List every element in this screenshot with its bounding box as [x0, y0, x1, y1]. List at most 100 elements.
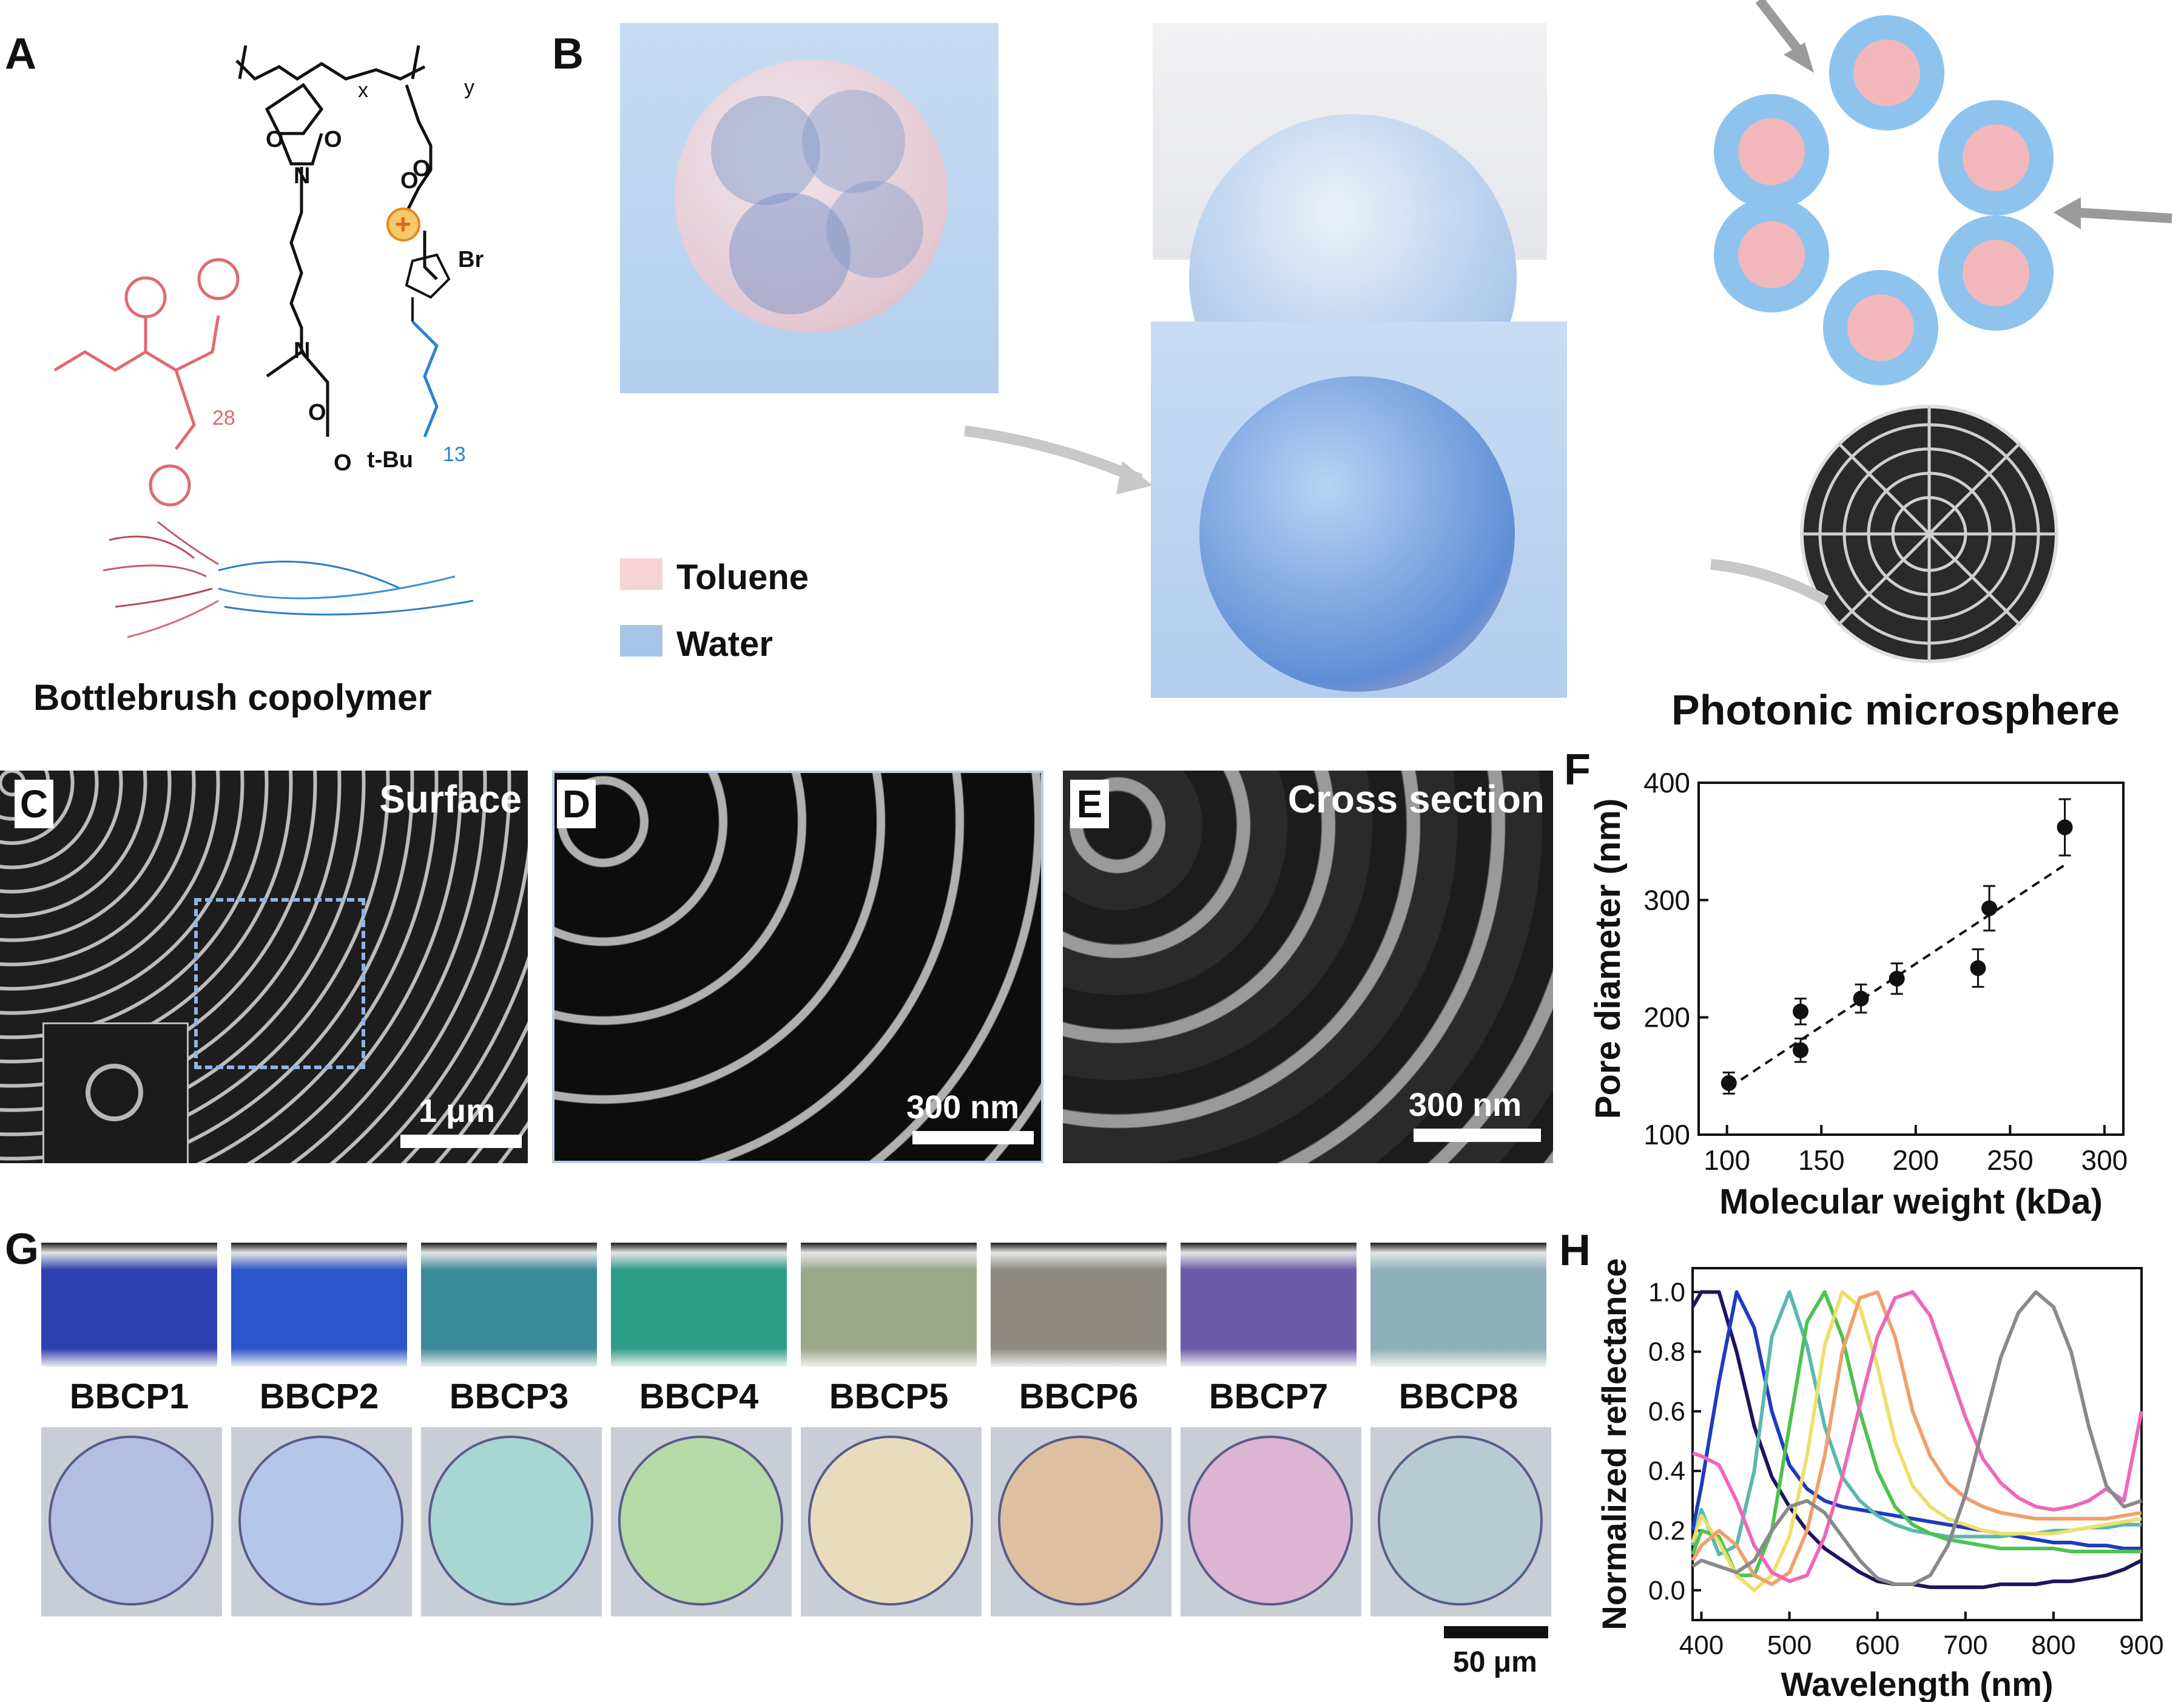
panel-label-g: G [5, 1225, 39, 1274]
chart-h-ylabel: Normalized reflectance [1595, 1258, 1633, 1630]
vial-image [41, 1243, 217, 1367]
arrow-1-icon [963, 425, 1153, 495]
emulsion-droplet-illustration [620, 23, 999, 393]
panel-label-a: A [5, 30, 36, 78]
scale-text-d: 300 nm [906, 1089, 1020, 1126]
tbu-group: t-Bu [367, 447, 413, 473]
microsphere [998, 1436, 1163, 1606]
chart-f-ylabel: Pore diameter (nm) [1588, 799, 1628, 1119]
panel-label-c: C [15, 780, 53, 828]
chart-h-ytick-label: 0.8 [1648, 1337, 1685, 1367]
chart-f-ytick-label: 100 [1643, 1119, 1690, 1150]
chart-h-xtick-label: 600 [1855, 1630, 1899, 1660]
cross-section-label: Cross section [1287, 777, 1545, 821]
chart-f-ytick-label: 300 [1643, 884, 1690, 916]
subscript-y: y [464, 76, 474, 99]
panel-label-d: D [557, 780, 596, 828]
vial-image [801, 1243, 977, 1367]
sample-label: BBCP4 [639, 1377, 759, 1416]
chart-f: 100 150 200 250 300 100 200 300 400 Molecular we… [1588, 767, 2128, 1221]
scale-text-g: 50 μm [1453, 1646, 1537, 1678]
chart-h-xtick-label: 700 [1943, 1630, 1987, 1660]
chart-f-point [2057, 819, 2073, 836]
bottlebrush-caption: Bottlebrush copolymer [33, 677, 432, 718]
legend-water: Water [676, 624, 773, 664]
chart-h-xtick-label: 900 [2119, 1630, 2163, 1660]
photonic-microsphere-illustration [1710, 0, 2172, 663]
chart-h-frame [1691, 1267, 2143, 1621]
chart-h-series-8 [1691, 1290, 2142, 1587]
svg-text:O: O [400, 168, 419, 194]
chart-h-ytick-label: 1.0 [1648, 1277, 1685, 1307]
svg-text:O: O [413, 156, 431, 181]
microsphere [808, 1436, 973, 1606]
chart-f-point [1970, 960, 1986, 976]
chart-f-fit-line [1728, 863, 2066, 1089]
water-swatch [620, 625, 662, 657]
zoom-region-box [194, 898, 365, 1069]
svg-text:N: N [294, 163, 310, 189]
sample-label: BBCP3 [449, 1377, 569, 1416]
chart-f-xtick-label: 250 [1987, 1144, 2034, 1176]
chart-f-point [1889, 970, 1905, 987]
subscript-13: 13 [443, 443, 466, 466]
panel-label-f: F [1564, 746, 1591, 794]
interface-zoom-illustration [1153, 23, 1547, 442]
vial-image [231, 1243, 407, 1367]
chart-h-series-6 [1691, 1290, 2142, 1587]
photonic-caption: Photonic microsphere [1671, 686, 2120, 734]
microsphere [1378, 1436, 1543, 1606]
cation-charge-icon [386, 208, 420, 241]
scale-text-c: 1 μm [419, 1093, 496, 1129]
chart-f-xlabel: Molecular weight (kDa) [1719, 1182, 2103, 1221]
surface-label: Surface [379, 777, 522, 821]
chart-h-xtick-label: 400 [1679, 1630, 1724, 1660]
scale-bar-e [1414, 1129, 1541, 1142]
chart-h-xlabel: Wavelength (nm) [1781, 1665, 2053, 1702]
bromide-label: Br [458, 247, 484, 272]
chart-h-series-2 [1691, 1290, 2142, 1551]
sem-cross-section-image: Cross section 300 nm [1063, 771, 1553, 1163]
chart-f-frame [1697, 782, 2125, 1136]
microsphere [1188, 1436, 1353, 1606]
droplet-assembly-illustration [1151, 322, 1567, 698]
vial-image [991, 1243, 1167, 1367]
scale-bar-d [912, 1131, 1034, 1144]
svg-text:O: O [308, 400, 326, 425]
microsphere [428, 1436, 593, 1606]
chart-h-series-7 [1692, 1290, 2143, 1584]
subscript-x: x [358, 79, 368, 102]
chart-h-series-4 [1691, 1290, 2142, 1578]
chart-h-ytick-label: 0.6 [1648, 1397, 1685, 1427]
vial-image [1370, 1243, 1546, 1367]
chart-h-xtick-label: 500 [1767, 1630, 1812, 1660]
toluene-swatch [620, 558, 662, 590]
microsphere [618, 1436, 783, 1606]
chart-f-point [1853, 990, 1869, 1007]
vial-image [421, 1243, 597, 1367]
scale-text-e: 300 nm [1409, 1087, 1522, 1123]
chart-f-xtick-label: 300 [2081, 1144, 2128, 1176]
chart-h-ytick-label: 0.2 [1648, 1516, 1685, 1546]
legend-toluene: Toluene [676, 558, 809, 597]
sem-zoom-image: 300 nm [552, 771, 1043, 1163]
chart-f-xtick-label: 100 [1704, 1144, 1750, 1176]
sample-label: BBCP6 [1019, 1377, 1139, 1416]
sample-label: BBCP7 [1208, 1377, 1329, 1416]
microsphere-image [991, 1427, 1171, 1616]
chart-h-series-5 [1691, 1290, 2142, 1592]
microsphere [238, 1436, 403, 1606]
chart-f-ytick-label: 200 [1643, 1002, 1690, 1033]
chart-f-point [1721, 1075, 1737, 1091]
chart-f-ytick-label: 400 [1643, 767, 1690, 799]
svg-text:O: O [266, 127, 284, 152]
svg-text:O: O [324, 127, 342, 152]
sample-label: BBCP1 [69, 1377, 189, 1416]
svg-text:N: N [294, 338, 310, 363]
vial-image [1181, 1243, 1357, 1367]
microsphere-image [1370, 1427, 1551, 1616]
panel-label-h: H [1559, 1226, 1591, 1275]
microsphere [49, 1436, 214, 1606]
chart-h-ytick-label: 0.0 [1648, 1576, 1685, 1606]
